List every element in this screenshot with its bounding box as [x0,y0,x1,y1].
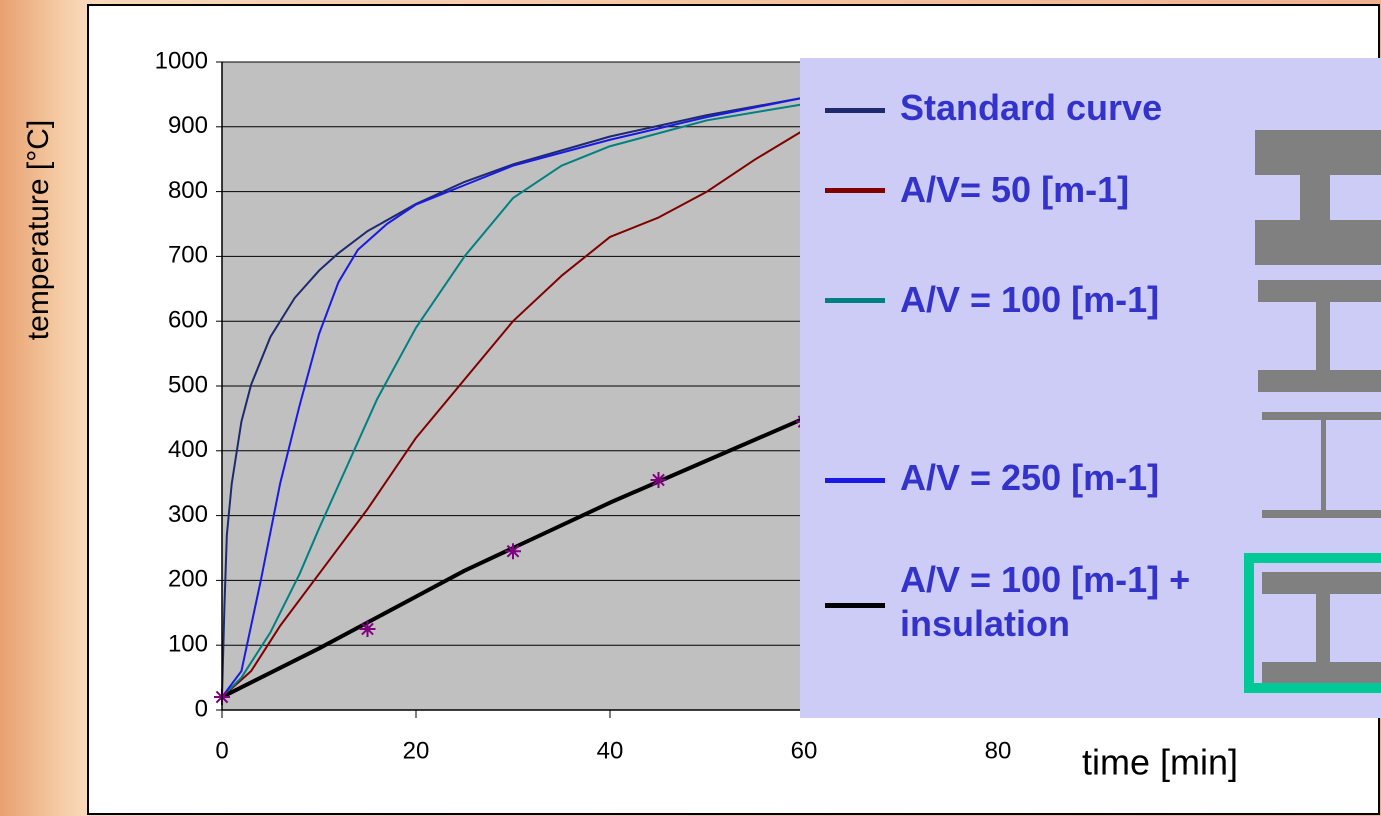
y-tick-label: 500 [168,371,208,398]
x-tick-label: 20 [403,737,430,764]
legend-swatch [825,108,885,113]
x-axis-label: time [min] [1082,742,1238,783]
legend-swatch [825,298,885,303]
series-line [221,129,805,698]
star-marker [359,621,376,637]
y-tick-label: 900 [168,112,208,139]
lines [214,96,812,706]
y-tick-label: 100 [168,631,208,658]
legend-label: A/V = 250 [m-1] [900,457,1160,498]
y-tick-label: 0 [195,695,208,722]
y-tick-label: 1000 [155,47,208,74]
legend-label: Standard curve [900,87,1163,128]
series-line [221,416,805,699]
x-tick-label: 40 [597,737,624,764]
legend-swatch [825,478,885,483]
star-marker [650,471,667,488]
legend-swatch [825,188,885,193]
series-line [221,96,805,698]
legend-swatch [825,603,885,608]
x-tick-label: 0 [215,737,228,764]
y-tick-label: 400 [168,436,208,463]
x-tick-label: 60 [791,737,818,764]
legend-label: A/V= 50 [m-1] [900,169,1130,210]
legend-label: A/V = 100 [m-1] + insulation [900,559,1191,644]
legend-label: A/V = 100 [m-1] [900,279,1160,320]
y-tick-label: 700 [168,242,208,269]
y-tick-label: 600 [168,307,208,334]
y-tick-label: 200 [168,566,208,593]
x-tick-label: 80 [985,737,1012,764]
y-axis-label: temperature [°C] [22,120,55,340]
star-marker [505,543,521,560]
series-line [221,103,805,698]
y-tick-label: 300 [168,501,208,528]
series-line [221,96,805,698]
legend: Standard curve A/V= 50 [m-1] A/V = 100 [m-… [800,58,1381,718]
y-tick-label: 800 [168,177,208,204]
